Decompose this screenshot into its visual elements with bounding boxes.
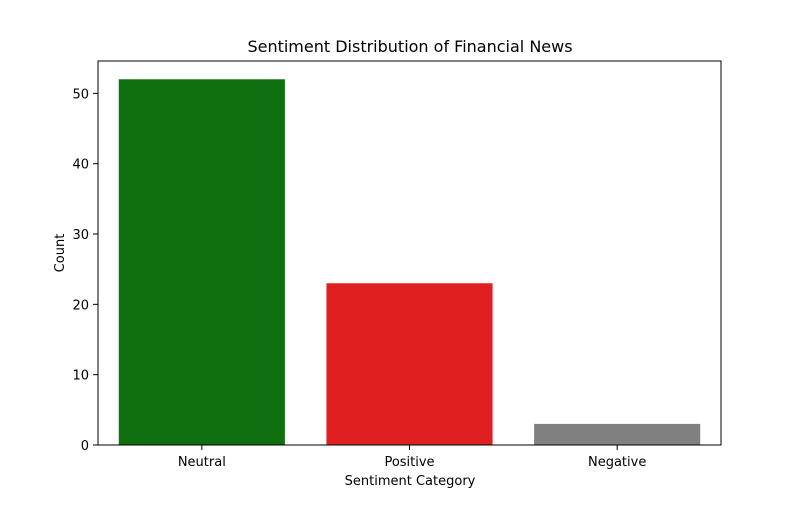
y-axis-label: Count <box>53 234 68 273</box>
y-tick-label: 50 <box>72 87 89 102</box>
y-tick-label: 10 <box>72 369 89 384</box>
x-tick-label: Negative <box>588 455 646 470</box>
bar-neutral <box>118 79 285 446</box>
x-axis: Neutral Positive Negative <box>178 445 646 470</box>
y-tick-label: 40 <box>72 158 89 173</box>
bar-negative <box>534 423 701 445</box>
x-axis-label: Sentiment Category <box>345 474 476 489</box>
chart-title: Sentiment Distribution of Financial News <box>247 37 572 56</box>
bar-positive <box>326 283 493 445</box>
plot-area <box>118 79 701 446</box>
y-tick-label: 20 <box>72 298 89 313</box>
y-axis: 0 10 20 30 40 50 <box>72 87 98 454</box>
y-tick-label: 30 <box>72 228 89 243</box>
y-tick-label: 0 <box>81 439 89 454</box>
x-tick-label: Positive <box>384 455 434 470</box>
x-tick-label: Neutral <box>178 455 226 470</box>
